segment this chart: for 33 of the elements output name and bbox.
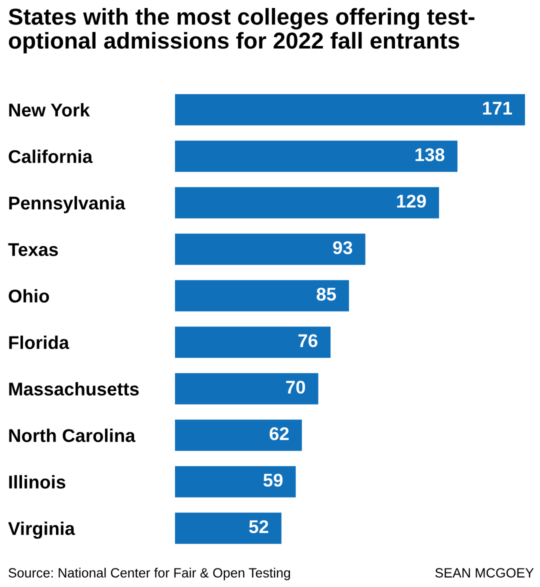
- bar: [175, 512, 282, 544]
- y-tick-label: New York: [9, 103, 90, 117]
- data-label: 70: [286, 380, 306, 394]
- data-label: 93: [333, 241, 352, 254]
- bar: [175, 420, 302, 451]
- y-tick-label: Texas: [8, 243, 58, 256]
- bar: [175, 326, 331, 358]
- y-tick-label: Illinois: [9, 475, 66, 489]
- y-tick-label: Massachusetts: [9, 382, 139, 396]
- bar: [175, 466, 296, 498]
- data-label: 76: [298, 334, 318, 348]
- data-label: 59: [263, 474, 283, 487]
- y-tick-label: Florida: [9, 336, 70, 350]
- chart-title: States with the most colleges offering test- optional admissions for 2022 fall entrants: [8, 8, 474, 54]
- source-note: Source: National Center for Fair & Open Testing: [8, 568, 290, 580]
- bar: [175, 140, 458, 172]
- bar: [175, 94, 525, 126]
- data-label: 138: [416, 148, 444, 162]
- bar: [175, 373, 318, 404]
- y-tick-label: California: [8, 150, 93, 164]
- y-tick-label: Ohio: [8, 289, 50, 303]
- data-label: 52: [249, 520, 268, 534]
- data-label: 62: [270, 427, 289, 440]
- data-label: 85: [316, 288, 336, 301]
- y-tick-label: North Carolina: [9, 428, 136, 442]
- bar: [175, 280, 349, 312]
- y-tick-label: Pennsylvania: [9, 196, 126, 214]
- text: SEAN MCGOEY: [435, 568, 534, 578]
- data-label: 171: [483, 102, 512, 114]
- y-tick-label: Virginia: [8, 522, 76, 539]
- bar: [175, 234, 366, 265]
- bar: [175, 187, 440, 218]
- data-label: 129: [397, 194, 426, 208]
